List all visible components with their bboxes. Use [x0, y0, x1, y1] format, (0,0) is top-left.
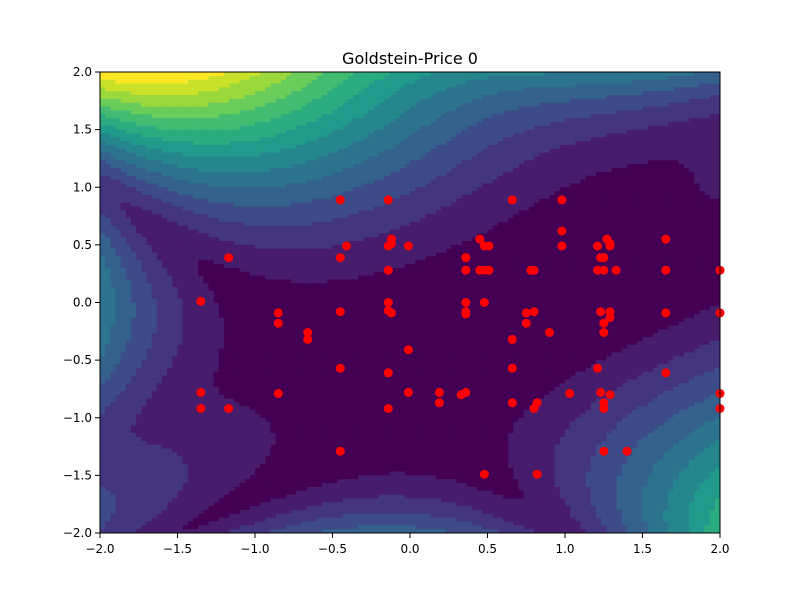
scatter-point — [529, 265, 539, 275]
y-tick-label: −0.5 — [63, 353, 92, 367]
scatter-point — [484, 265, 494, 275]
x-tick-label: −0.5 — [318, 542, 347, 556]
scatter-point — [507, 195, 517, 205]
scatter-point — [593, 363, 602, 373]
x-tick-label: −1.0 — [240, 542, 269, 556]
scatter-point — [507, 334, 517, 344]
scatter-point — [461, 387, 471, 397]
scatter-point — [403, 345, 413, 355]
x-tick-label: −2.0 — [85, 542, 114, 556]
y-tick-label: −2.0 — [63, 526, 92, 540]
scatter-point — [461, 298, 471, 307]
scatter-point — [611, 265, 621, 275]
y-tick-label: 0.5 — [73, 238, 92, 252]
scatter-point — [521, 308, 531, 318]
scatter-point — [661, 265, 671, 275]
scatter-point — [593, 265, 602, 275]
scatter-point — [335, 195, 345, 205]
y-tick-label: −1.0 — [63, 411, 92, 425]
scatter-point — [434, 387, 444, 397]
scatter-point — [545, 328, 554, 337]
contour-background — [100, 72, 720, 533]
y-tick-label: 1.0 — [73, 180, 92, 194]
y-tick-label: 1.5 — [73, 123, 92, 137]
scatter-point — [335, 253, 345, 263]
scatter-point — [661, 368, 671, 378]
scatter-point — [475, 234, 485, 244]
scatter-points — [196, 195, 725, 479]
scatter-point — [605, 241, 615, 251]
scatter-point — [196, 404, 206, 413]
y-axis: −2.0 −1.5 −1.0 −0.5 0.0 0.5 1.0 1.5 2.0 — [63, 65, 100, 540]
scatter-point — [599, 446, 609, 456]
scatter-point — [403, 387, 413, 397]
scatter-point — [593, 241, 602, 251]
scatter-point — [303, 334, 313, 344]
x-tick-label: 2.0 — [710, 542, 729, 556]
x-axis: −2.0 −1.5 −1.0 −0.5 0.0 0.5 1.0 1.5 2.0 — [85, 533, 730, 556]
plot-area — [99, 71, 725, 534]
y-tick-label: −1.5 — [63, 468, 92, 482]
scatter-point — [507, 363, 517, 373]
scatter-point — [521, 318, 531, 328]
scatter-point — [273, 318, 283, 328]
scatter-point — [605, 390, 615, 400]
scatter-point — [661, 308, 671, 318]
scatter-point — [303, 328, 313, 337]
scatter-point — [386, 308, 396, 318]
scatter-point — [335, 446, 345, 456]
chart-title: Goldstein-Price 0 — [342, 49, 478, 68]
scatter-point — [434, 398, 444, 408]
scatter-point — [479, 469, 489, 479]
scatter-point — [335, 363, 345, 373]
scatter-point — [273, 308, 283, 318]
scatter-point — [484, 241, 494, 251]
scatter-point — [383, 265, 393, 275]
scatter-point — [532, 398, 542, 408]
scatter-point — [461, 253, 471, 263]
scatter-point — [224, 404, 234, 413]
scatter-point — [383, 298, 393, 307]
scatter-point — [461, 265, 471, 275]
scatter-point — [461, 309, 471, 319]
scatter-point — [557, 226, 567, 236]
scatter-point — [596, 387, 606, 397]
scatter-point — [557, 241, 567, 251]
scatter-point — [599, 328, 609, 337]
scatter-point — [599, 265, 609, 275]
scatter-point — [599, 253, 609, 263]
y-tick-label: 2.0 — [73, 65, 92, 79]
scatter-point — [224, 253, 234, 263]
y-tick-label: 0.0 — [73, 296, 92, 310]
scatter-point — [599, 404, 609, 413]
scatter-point — [383, 195, 393, 205]
scatter-point — [661, 234, 671, 244]
scatter-point — [383, 368, 393, 378]
scatter-point — [565, 389, 575, 398]
scatter-point — [335, 307, 345, 317]
x-tick-label: 0.5 — [478, 542, 497, 556]
scatter-point — [622, 446, 632, 456]
scatter-point — [529, 307, 539, 317]
scatter-point — [196, 296, 206, 306]
scatter-point — [386, 239, 396, 249]
scatter-point — [605, 313, 615, 322]
scatter-point — [557, 195, 567, 205]
scatter-point — [383, 404, 393, 413]
x-tick-label: 1.0 — [555, 542, 574, 556]
x-tick-label: 1.5 — [633, 542, 652, 556]
x-tick-label: −1.5 — [163, 542, 192, 556]
scatter-point — [403, 241, 413, 251]
scatter-point — [479, 298, 489, 307]
scatter-point — [273, 389, 283, 398]
scatter-point — [196, 387, 206, 397]
scatter-point — [507, 398, 517, 408]
scatter-point — [532, 469, 542, 479]
scatter-point — [342, 241, 351, 251]
scatter-point — [596, 307, 606, 317]
x-tick-label: 0.0 — [400, 542, 419, 556]
scatter-point — [599, 318, 609, 328]
